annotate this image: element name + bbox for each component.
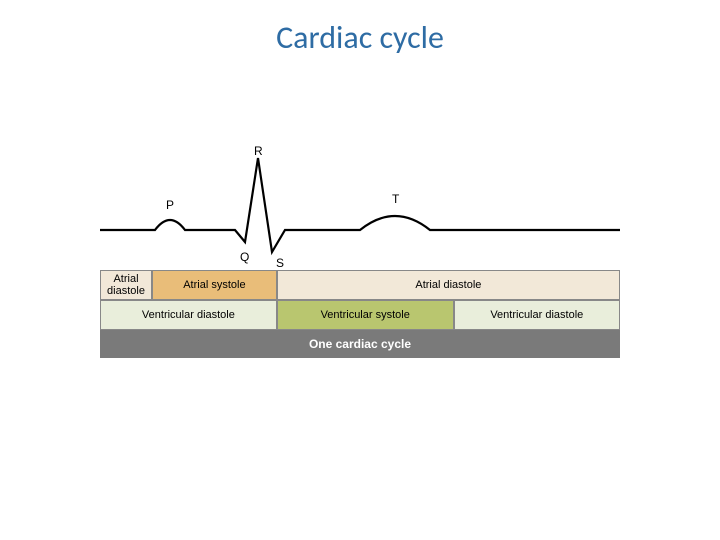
atrial-cell-0: Atrial diastole [100,270,152,300]
ecg-waveform-area: P Q R S T [100,140,620,270]
ecg-label-s: S [276,256,284,270]
atrial-cell-2: Atrial diastole [277,270,620,300]
ventricular-cell-0: Ventricular diastole [100,300,277,330]
ecg-label-r: R [254,144,263,158]
ecg-label-q: Q [240,250,249,264]
cardiac-cycle-diagram: P Q R S T Atrial diastole Atrial systole… [100,140,620,358]
atrial-cell-1: Atrial systole [152,270,277,300]
ecg-svg [100,140,620,270]
cycle-footer-bar: One cardiac cycle [100,330,620,358]
atrial-phase-row: Atrial diastole Atrial systole Atrial di… [100,270,620,300]
ecg-label-p: P [166,198,174,212]
ventricular-cell-1: Ventricular systole [277,300,454,330]
ventricular-cell-2: Ventricular diastole [454,300,620,330]
ventricular-phase-row: Ventricular diastole Ventricular systole… [100,300,620,330]
phase-table: Atrial diastole Atrial systole Atrial di… [100,270,620,358]
ecg-label-t: T [392,192,399,206]
page-title: Cardiac cycle [0,0,720,57]
ecg-path [100,158,620,252]
